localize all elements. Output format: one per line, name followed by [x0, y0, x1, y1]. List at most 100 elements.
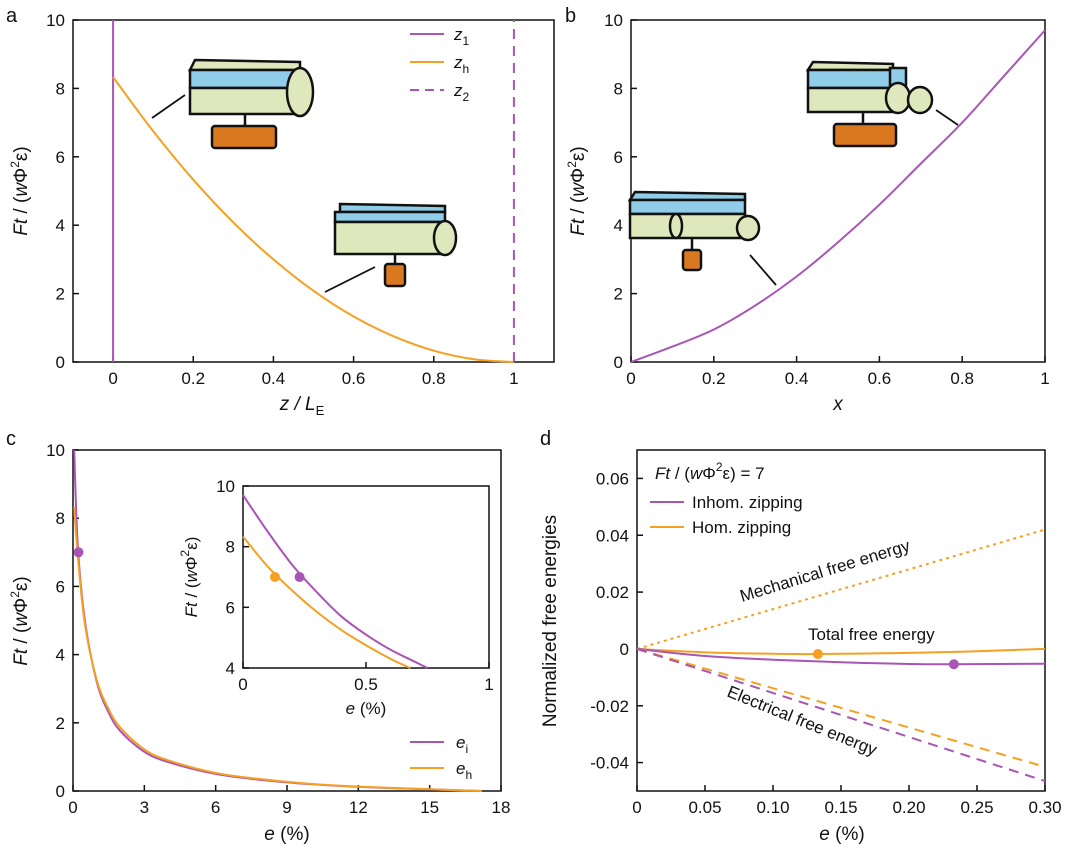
y-ticks-c: 0 2 4 6 8 10: [46, 441, 79, 801]
inset-series: [242, 494, 428, 669]
x-tick-label: 0.10: [756, 798, 789, 817]
y-tick-label: 10: [46, 11, 65, 30]
cylinder-schematic-b-bottom: [627, 190, 777, 286]
y-tick-label: 8: [226, 538, 235, 557]
series-line-a-1: [112, 76, 514, 363]
inset-frame: [242, 485, 490, 669]
y-tick-label: 6: [56, 577, 65, 596]
x-tick-label: 0.20: [892, 798, 925, 817]
x-tick-label: 12: [349, 798, 368, 817]
legend-label-z2: z2: [453, 81, 470, 104]
y-tick-label: 2: [56, 714, 65, 733]
x-tick-label: 0.4: [785, 369, 809, 388]
y-tick-label: 6: [56, 148, 65, 167]
inset-ylabel: Ft / (wΦ2ε): [178, 537, 201, 618]
legend-c: ei eh: [410, 733, 472, 782]
x-ticks-b: 0 0.2 0.4 0.6 0.8 1: [626, 356, 1050, 388]
y-tick-label: 2: [614, 285, 623, 304]
y-tick-label: 10: [604, 11, 623, 30]
y-tick-label: 4: [56, 646, 65, 665]
x-tick-label: 0.2: [702, 369, 726, 388]
cylinder-schematic-b-top: [805, 60, 959, 148]
x-tick-label: 0.4: [262, 369, 286, 388]
inset-x-ticks: 0 0.5 1: [238, 662, 494, 694]
panel-letter-a: a: [6, 5, 18, 27]
inset-series-line-0: [242, 494, 428, 669]
x-tick-label: 0.6: [342, 369, 366, 388]
x-tick-label: 0.8: [422, 369, 446, 388]
y-tick-label: 0: [56, 782, 65, 801]
y-tick-label: 4: [56, 216, 65, 235]
x-tick-label: 0: [238, 675, 247, 694]
ylabel-a: Ft / (wΦ2ε): [8, 146, 32, 235]
y-tick-label: 8: [56, 79, 65, 98]
x-tick-label: 18: [492, 798, 511, 817]
cylinder-schematic-bottom: [324, 202, 458, 293]
x-ticks-a: 0 0.2 0.4 0.6 0.8 1: [108, 356, 519, 388]
legend-label-hom: Hom. zipping: [692, 518, 791, 537]
inset-series-line-1: [242, 536, 411, 669]
series-b: [630, 29, 1046, 363]
cylinder-schematic-top: [151, 58, 315, 150]
series-line-d-electrical-orange: [636, 647, 1046, 768]
x-tick-label: 0: [632, 798, 641, 817]
plot-frame-a: [72, 19, 555, 363]
ylabel-b: Ft / (wΦ2ε): [565, 146, 589, 235]
plot-frame-b: [630, 19, 1046, 363]
y-tick-label: 4: [226, 659, 235, 678]
x-tick-label: 1: [1040, 369, 1049, 388]
y-ticks-d: -0.04 -0.02 0 0.02 0.04 0.06: [590, 469, 643, 773]
legend-label-eh: eh: [456, 759, 472, 782]
legend-label-inhom: Inhom. zipping: [692, 493, 803, 512]
panel-letter-b: b: [565, 5, 576, 27]
y-tick-label: 0: [56, 353, 65, 372]
annotation-mechanical: Mechanical free energy: [738, 536, 913, 606]
series-c: [73, 449, 483, 792]
annotation-electrical: Electrical free energy: [725, 682, 881, 760]
y-ticks-a: 0 2 4 6 8 10: [46, 11, 79, 372]
inset-marker-0: [294, 572, 305, 582]
x-tick-label: 1: [509, 369, 518, 388]
x-tick-label: 0.05: [688, 798, 721, 817]
legend-a: z1 zh z2: [410, 25, 470, 104]
y-tick-label: 0.02: [596, 583, 629, 602]
series-line-b-0: [630, 29, 1046, 363]
x-tick-label: 6: [211, 798, 220, 817]
x-tick-label: 0.2: [181, 369, 205, 388]
y-tick-label: 8: [614, 79, 623, 98]
panel-b: b 0 2 4 6 8 10 0 0.2 0.4 0.6 0.8 1 Ft / (wΦ2ε) x: [565, 5, 1050, 415]
series-line-d-electrical-purple: [636, 647, 1046, 783]
x-tick-label: 0.6: [868, 369, 892, 388]
series-a: [112, 20, 515, 363]
marker-c-0: [73, 547, 84, 558]
xlabel-a: z / LE: [279, 394, 325, 418]
inset-y-ticks: 4 6 8 10: [216, 477, 249, 678]
inset-xlabel: e (%): [346, 699, 387, 718]
legend-label-zh: zh: [453, 53, 469, 76]
x-ticks-d: 0 0.05 0.10 0.15 0.20 0.25 0.30: [632, 785, 1062, 817]
panel-letter-d: d: [540, 428, 551, 450]
inset-marker-1: [269, 572, 280, 582]
y-tick-label: 4: [614, 216, 623, 235]
y-tick-label: -0.02: [590, 697, 629, 716]
series-line-d-mechanical-orange: [636, 528, 1046, 650]
x-ticks-c: 0 3 6 9 12 15 18: [68, 785, 510, 817]
y-tick-label: 0: [614, 353, 623, 372]
annotation-total: Total free energy: [808, 625, 935, 644]
xlabel-b: x: [832, 394, 844, 415]
legend-label-z1: z1: [453, 25, 470, 48]
series-line-c-1: [73, 506, 483, 792]
x-tick-label: 0: [108, 369, 117, 388]
panel-a: a 0 2 4 6 8 10 0 0.2 0.4 0.6 0.8 1 Ft / (wΦ2ε) z /…: [6, 5, 555, 418]
legend-title-d: Ft / (wΦ2ε) = 7: [655, 460, 765, 483]
series-d: [636, 528, 1046, 783]
ylabel-c: Ft / (wΦ2ε): [8, 576, 32, 665]
x-tick-label: 9: [282, 798, 291, 817]
x-tick-label: 15: [420, 798, 439, 817]
y-tick-label: 6: [226, 598, 235, 617]
y-tick-label: 2: [56, 285, 65, 304]
y-tick-label: 8: [56, 509, 65, 528]
x-tick-label: 0: [68, 798, 77, 817]
